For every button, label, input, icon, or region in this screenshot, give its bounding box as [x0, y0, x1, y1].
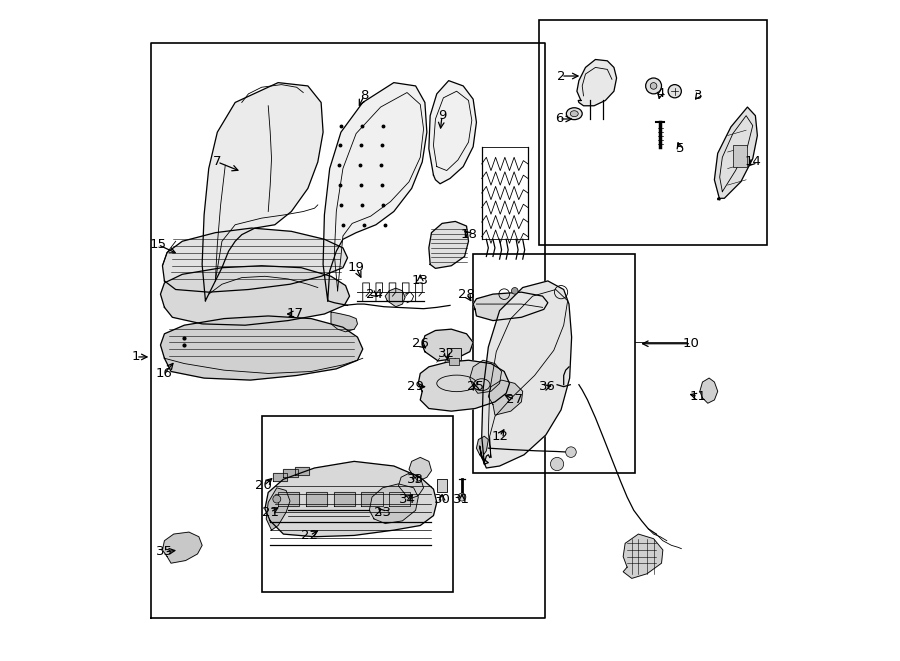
- Polygon shape: [409, 457, 431, 481]
- Polygon shape: [284, 469, 298, 477]
- Text: 33: 33: [407, 473, 424, 486]
- Text: 16: 16: [156, 367, 173, 380]
- Text: 13: 13: [412, 274, 428, 288]
- Polygon shape: [700, 378, 717, 403]
- Polygon shape: [470, 360, 501, 393]
- Polygon shape: [577, 59, 616, 106]
- Text: 1: 1: [131, 350, 140, 364]
- Polygon shape: [278, 492, 300, 506]
- Polygon shape: [428, 81, 476, 184]
- Text: 27: 27: [507, 393, 523, 407]
- Circle shape: [551, 457, 563, 471]
- Bar: [473, 254, 635, 473]
- Text: 2: 2: [557, 69, 565, 83]
- Ellipse shape: [566, 108, 582, 120]
- Text: 22: 22: [302, 529, 319, 542]
- Polygon shape: [623, 534, 662, 578]
- Polygon shape: [399, 473, 424, 499]
- Text: 25: 25: [466, 380, 483, 393]
- Polygon shape: [476, 436, 489, 457]
- Text: 36: 36: [539, 380, 556, 393]
- Text: 23: 23: [374, 506, 392, 519]
- Polygon shape: [422, 329, 473, 361]
- Polygon shape: [323, 83, 427, 301]
- Polygon shape: [362, 492, 382, 506]
- Text: 4: 4: [656, 87, 664, 100]
- Text: 7: 7: [213, 155, 221, 169]
- Bar: [449, 358, 459, 365]
- Circle shape: [645, 78, 662, 94]
- Text: 14: 14: [744, 155, 761, 169]
- Text: 26: 26: [412, 337, 428, 350]
- Text: 9: 9: [438, 109, 446, 122]
- Polygon shape: [266, 488, 290, 530]
- Text: 24: 24: [365, 288, 382, 301]
- Circle shape: [458, 493, 466, 501]
- Text: 17: 17: [286, 307, 303, 321]
- Text: 20: 20: [256, 479, 272, 492]
- Text: 11: 11: [689, 390, 706, 403]
- Text: 10: 10: [683, 337, 699, 350]
- Polygon shape: [294, 467, 310, 475]
- Polygon shape: [163, 532, 202, 563]
- Polygon shape: [473, 292, 548, 321]
- Text: 15: 15: [149, 238, 166, 251]
- Polygon shape: [265, 461, 436, 537]
- Polygon shape: [160, 316, 363, 380]
- Polygon shape: [334, 492, 355, 506]
- Polygon shape: [418, 360, 509, 411]
- Polygon shape: [202, 83, 323, 301]
- Text: 30: 30: [434, 492, 451, 506]
- Bar: [436, 479, 447, 492]
- Polygon shape: [163, 228, 347, 292]
- Text: 5: 5: [676, 142, 684, 155]
- Text: 19: 19: [347, 261, 365, 274]
- Polygon shape: [306, 492, 327, 506]
- Polygon shape: [489, 380, 523, 415]
- Circle shape: [566, 447, 576, 457]
- Text: 31: 31: [454, 492, 471, 506]
- Bar: [446, 348, 461, 360]
- Text: 18: 18: [460, 228, 477, 241]
- Text: 8: 8: [360, 89, 368, 102]
- Text: 29: 29: [407, 380, 424, 393]
- Polygon shape: [428, 221, 469, 268]
- Text: 3: 3: [694, 89, 702, 102]
- Polygon shape: [331, 312, 357, 332]
- Polygon shape: [389, 492, 410, 506]
- Polygon shape: [369, 484, 419, 524]
- Text: 34: 34: [399, 492, 416, 506]
- Bar: [539, 20, 768, 245]
- Text: 32: 32: [438, 347, 455, 360]
- Polygon shape: [160, 266, 349, 325]
- Polygon shape: [480, 281, 572, 468]
- Text: 28: 28: [458, 288, 475, 301]
- Polygon shape: [273, 473, 287, 481]
- Bar: [262, 416, 454, 592]
- Circle shape: [273, 495, 281, 503]
- Text: 12: 12: [491, 430, 508, 443]
- Circle shape: [511, 288, 518, 294]
- Text: 35: 35: [156, 545, 173, 559]
- Text: 21: 21: [262, 506, 279, 519]
- Polygon shape: [715, 107, 758, 200]
- Circle shape: [651, 83, 657, 89]
- Polygon shape: [385, 288, 405, 307]
- Ellipse shape: [571, 110, 578, 116]
- Bar: [733, 145, 747, 167]
- Circle shape: [668, 85, 681, 98]
- Text: 6: 6: [555, 112, 563, 126]
